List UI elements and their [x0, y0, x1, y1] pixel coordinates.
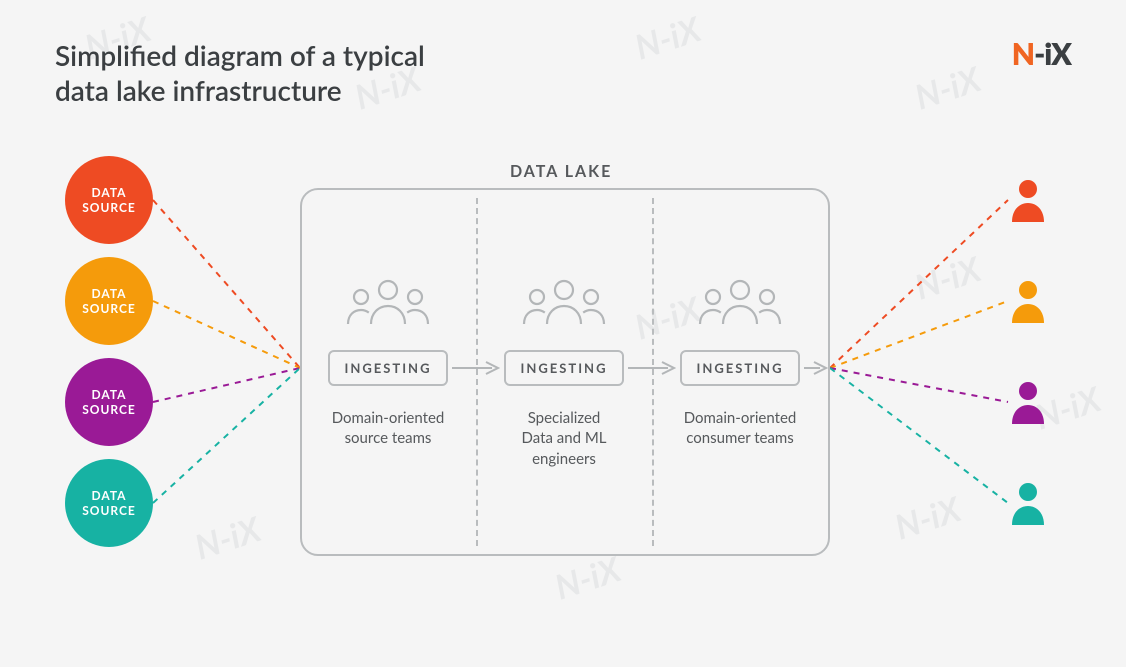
data-source: DATASOURCE	[65, 459, 153, 547]
ingest-box: INGESTING	[504, 350, 624, 386]
consumer-icon	[1008, 380, 1048, 424]
ingest-box: INGESTING	[328, 350, 448, 386]
flow-arrow	[452, 361, 500, 375]
data-source: DATASOURCE	[65, 257, 153, 345]
source-connector-0	[153, 200, 300, 368]
consumer-connector-2	[830, 368, 1008, 402]
team-icon	[695, 278, 785, 332]
data-source: DATASOURCE	[65, 358, 153, 446]
consumer-icon	[1008, 279, 1048, 323]
data-lake-title: DATA LAKE	[510, 162, 612, 181]
data-source: DATASOURCE	[65, 156, 153, 244]
team-icon	[519, 278, 609, 332]
team-label: Domain-orientedconsumer teams	[660, 408, 820, 449]
team-label: SpecializedData and MLengineers	[484, 408, 644, 469]
ingest-box: INGESTING	[680, 350, 800, 386]
team-label: Domain-orientedsource teams	[308, 408, 468, 449]
consumer-connector-1	[830, 301, 1008, 368]
consumer-icon	[1008, 178, 1048, 222]
team-icon	[343, 278, 433, 332]
source-connector-3	[153, 368, 300, 503]
source-connector-1	[153, 301, 300, 368]
source-connector-2	[153, 368, 300, 402]
consumer-connector-3	[830, 368, 1008, 503]
consumer-connector-0	[830, 200, 1008, 368]
flow-arrow	[628, 361, 676, 375]
consumer-icon	[1008, 481, 1048, 525]
flow-arrow-out	[804, 361, 828, 375]
